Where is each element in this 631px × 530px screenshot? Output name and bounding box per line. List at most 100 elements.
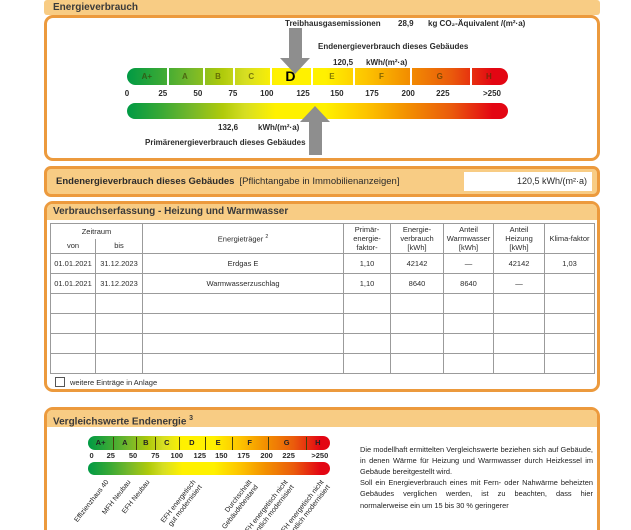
cell-verbrauch: 8640 <box>390 273 444 294</box>
class-divider <box>203 68 206 85</box>
cell-bis: 31.12.2023 <box>95 253 143 274</box>
tick: 75 <box>228 89 238 98</box>
class-letter: A <box>122 438 128 447</box>
cell-empty <box>544 353 595 374</box>
cell-von: 01.01.2021 <box>50 273 96 294</box>
cell-empty <box>95 333 143 354</box>
cell-von: 01.01.2021 <box>50 253 96 274</box>
comparison-reference-labels: Effizienzhaus 40 MFH Neubau EFH Neubau E… <box>73 475 332 530</box>
class-divider <box>267 437 269 450</box>
cell-empty <box>443 313 494 334</box>
class-divider <box>269 68 272 85</box>
cell-empty <box>443 333 494 354</box>
comparison-scale-ticks: 0 25 50 75 100 125 150 175 200 225 >250 <box>88 450 330 461</box>
col-header-verbrauch: Energie-verbrauch [kWh] <box>390 223 444 254</box>
class-letter: G <box>436 72 443 81</box>
table-row: 01.01.2021 31.12.2023 Erdgas E 1,10 4214… <box>50 253 595 274</box>
reference-label: Effizienzhaus 40 <box>73 479 111 524</box>
cell-empty <box>343 353 391 374</box>
tick: 150 <box>215 451 228 460</box>
banner-label: Endenergieverbrauch dieses Gebäudes <box>56 176 235 187</box>
cell-empty <box>50 353 96 374</box>
section-header-verbrauchserfassung: Verbrauchserfassung - Heizung und Warmwa… <box>47 204 597 220</box>
table-row: 01.01.2021 31.12.2023 Warmwasserzuschlag… <box>50 273 595 294</box>
section-header-energieverbrauch: Energieverbrauch <box>44 0 600 15</box>
tick: 25 <box>106 451 115 460</box>
tick: >250 <box>311 451 329 460</box>
cell-empty <box>544 313 595 334</box>
cell-warmwasser: — <box>443 253 494 274</box>
col-header-bis: bis <box>95 238 143 254</box>
consumption-table: Zeitraum Energieträger 2 Primär-energie-… <box>50 223 595 374</box>
cell-bis: 31.12.2023 <box>95 273 143 294</box>
energietraeger-text: Energieträger <box>217 234 264 244</box>
class-letter: E <box>329 72 335 81</box>
cell-empty <box>493 313 545 334</box>
class-letter: B <box>215 72 221 81</box>
banner-note: [Pflichtangabe in Immobilienanzeigen] <box>239 176 400 187</box>
cell-empty <box>493 333 545 354</box>
energy-chart-box: Treibhausgasemissionen 28,9 kg CO₂-Äquiv… <box>44 15 600 161</box>
cell-empty <box>390 353 444 374</box>
class-divider <box>231 437 233 450</box>
class-divider <box>311 68 314 85</box>
cell-empty <box>343 293 391 314</box>
cell-energietraeger: Warmwasserzuschlag <box>142 273 344 294</box>
class-letter: E <box>215 438 221 447</box>
cell-klimafaktor <box>544 273 595 294</box>
cell-empty <box>493 293 545 314</box>
end-energy-arrow-icon <box>280 28 310 74</box>
section-header-vergleichswerte: Vergleichswerte Endenergie 3 <box>47 410 597 427</box>
cell-empty <box>50 313 96 334</box>
class-letter: A+ <box>95 438 106 447</box>
tick: >250 <box>482 89 501 98</box>
energy-scale-chart: A+ A B C D E F G H 0 25 50 75 100 <box>124 18 508 158</box>
table-row-empty <box>50 293 595 314</box>
class-letter: H <box>486 72 492 81</box>
col-header-zeitraum: Zeitraum <box>50 223 143 239</box>
tick: 225 <box>282 451 295 460</box>
class-letter: H <box>315 438 321 447</box>
cell-empty <box>390 293 444 314</box>
cell-empty <box>443 293 494 314</box>
cell-empty <box>50 333 96 354</box>
class-divider <box>204 437 206 450</box>
cell-faktor: 1,10 <box>343 253 391 274</box>
more-entries-checkbox[interactable] <box>55 377 65 387</box>
class-divider <box>232 68 235 85</box>
class-divider <box>155 437 157 450</box>
cell-empty <box>493 353 545 374</box>
cell-heizung: — <box>493 273 545 294</box>
class-letter-current: D <box>285 68 296 84</box>
cell-verbrauch: 42142 <box>390 253 444 274</box>
end-energy-banner: Endenergieverbrauch dieses Gebäudes [Pfl… <box>44 166 600 197</box>
class-divider <box>469 68 472 85</box>
class-letter: F <box>379 72 384 81</box>
class-letter: C <box>248 72 255 81</box>
tick: 200 <box>401 89 415 98</box>
cell-empty <box>142 333 344 354</box>
primary-energy-label: Primärenergieverbrauch dieses Gebäudes <box>145 138 306 147</box>
class-divider <box>178 437 180 450</box>
class-divider <box>113 437 115 450</box>
tick: 200 <box>260 451 273 460</box>
cell-empty <box>443 353 494 374</box>
ghg-value: 28,9 <box>398 19 414 28</box>
comparison-title-text: Vergleichswerte Endenergie <box>53 416 187 428</box>
class-letter: D <box>189 438 195 447</box>
tick: 225 <box>436 89 450 98</box>
cell-empty <box>95 293 143 314</box>
tick: 0 <box>124 89 130 98</box>
comparison-scale: A+ A B C D E F G H 0 25 50 75 100 125 15… <box>73 436 332 530</box>
more-entries-row: weitere Einträge in Anlage <box>55 377 597 387</box>
col-header-von: von <box>50 238 96 254</box>
tick: 150 <box>330 89 344 98</box>
cell-klimafaktor: 1,03 <box>544 253 595 274</box>
cell-empty <box>95 313 143 334</box>
reference-label: EFH energetisch gut modernisiert <box>159 479 204 528</box>
table-row-empty <box>50 313 595 334</box>
comparison-title-footnote: 3 <box>189 415 194 422</box>
col-header-primaerfaktor: Primär-energie-faktor- <box>343 223 391 254</box>
primary-energy-value: 132,6 <box>218 123 239 132</box>
